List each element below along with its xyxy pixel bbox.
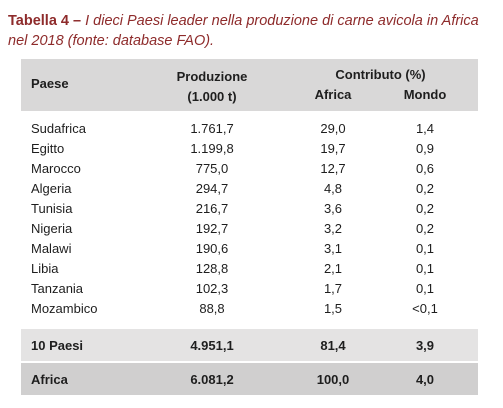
table-row: Tunisia 216,7 3,6 0,2 [21, 199, 478, 219]
cell-produzione: 190,6 [195, 241, 229, 256]
cell-mondo: 0,6 [415, 161, 435, 176]
cell-paese: Sudafrica [31, 121, 86, 136]
cell-africa: 1,5 [323, 301, 343, 316]
cell-produzione: 4.951,1 [190, 338, 234, 353]
table-row: Nigeria 192,7 3,2 0,2 [21, 219, 478, 239]
header-paese: Paese [31, 76, 69, 91]
total-row-africa: Africa 6.081,2 100,0 4,0 [21, 363, 478, 395]
cell-mondo: 0,1 [415, 281, 435, 296]
cell-mondo: 4,0 [415, 372, 435, 387]
table-caption: Tabella 4 – I dieci Paesi leader nella p… [8, 11, 498, 51]
cell-paese: Tunisia [31, 201, 73, 216]
header-mondo: Mondo [403, 87, 447, 102]
cell-africa: 3,2 [323, 221, 343, 236]
cell-produzione: 192,7 [195, 221, 229, 236]
cell-paese: Malawi [31, 241, 72, 256]
cell-paese: Libia [31, 261, 59, 276]
cell-mondo: 0,2 [415, 221, 435, 236]
table-row: Marocco 775,0 12,7 0,6 [21, 159, 478, 179]
table-body: Sudafrica 1.761,7 29,0 1,4 Egitto 1.199,… [21, 111, 478, 327]
cell-paese: Nigeria [31, 221, 73, 236]
cell-africa: 19,7 [320, 141, 346, 156]
table-row: Algeria 294,7 4,8 0,2 [21, 179, 478, 199]
cell-mondo: 3,9 [415, 338, 435, 353]
cell-africa: 81,4 [320, 338, 346, 353]
header-produzione: Produzione (1.000 t) [121, 67, 303, 107]
production-table: Paese Produzione (1.000 t) Contributo (%… [21, 59, 478, 395]
header-produzione-unit: (1.000 t) [187, 89, 237, 104]
cell-africa: 3,1 [323, 241, 343, 256]
cell-paese: Marocco [31, 161, 81, 176]
cell-produzione: 6.081,2 [190, 372, 234, 387]
header-contributo: Contributo (%) [335, 67, 426, 82]
cell-mondo: 0,2 [415, 181, 435, 196]
cell-produzione: 775,0 [195, 161, 229, 176]
caption-text: I dieci Paesi leader nella produzione di… [8, 13, 479, 49]
total-row-10-paesi: 10 Paesi 4.951,1 81,4 3,9 [21, 329, 478, 361]
cell-paese: Tanzania [31, 281, 84, 296]
table-row: Libia 128,8 2,1 0,1 [21, 259, 478, 279]
cell-paese: Africa [31, 372, 68, 387]
cell-produzione: 294,7 [195, 181, 229, 196]
cell-africa: 4,8 [323, 181, 343, 196]
cell-paese: Algeria [31, 181, 72, 196]
cell-produzione: 88,8 [199, 301, 225, 316]
cell-africa: 12,7 [320, 161, 346, 176]
caption-label: Tabella 4 – [8, 13, 82, 29]
cell-mondo: 1,4 [415, 121, 435, 136]
cell-mondo: 0,1 [415, 261, 435, 276]
cell-africa: 2,1 [323, 261, 343, 276]
table-row: Tanzania 102,3 1,7 0,1 [21, 279, 478, 299]
cell-africa: 100,0 [316, 372, 350, 387]
cell-africa: 29,0 [320, 121, 346, 136]
cell-produzione: 128,8 [195, 261, 229, 276]
cell-mondo: <0,1 [412, 301, 438, 316]
cell-mondo: 0,1 [415, 241, 435, 256]
cell-produzione: 1.199,8 [190, 141, 234, 156]
table-row: Mozambico 88,8 1,5 <0,1 [21, 299, 478, 319]
header-produzione-label: Produzione [176, 69, 248, 84]
cell-produzione: 216,7 [195, 201, 229, 216]
table-header: Paese Produzione (1.000 t) Contributo (%… [21, 59, 478, 111]
cell-mondo: 0,2 [415, 201, 435, 216]
table-row: Egitto 1.199,8 19,7 0,9 [21, 139, 478, 159]
cell-africa: 3,6 [323, 201, 343, 216]
cell-paese: Mozambico [31, 301, 98, 316]
table-row: Sudafrica 1.761,7 29,0 1,4 [21, 119, 478, 139]
cell-mondo: 0,9 [415, 141, 435, 156]
cell-paese: 10 Paesi [31, 338, 84, 353]
cell-produzione: 1.761,7 [190, 121, 234, 136]
header-africa: Africa [314, 87, 352, 102]
cell-africa: 1,7 [323, 281, 343, 296]
cell-produzione: 102,3 [195, 281, 229, 296]
cell-paese: Egitto [31, 141, 65, 156]
table-row: Malawi 190,6 3,1 0,1 [21, 239, 478, 259]
